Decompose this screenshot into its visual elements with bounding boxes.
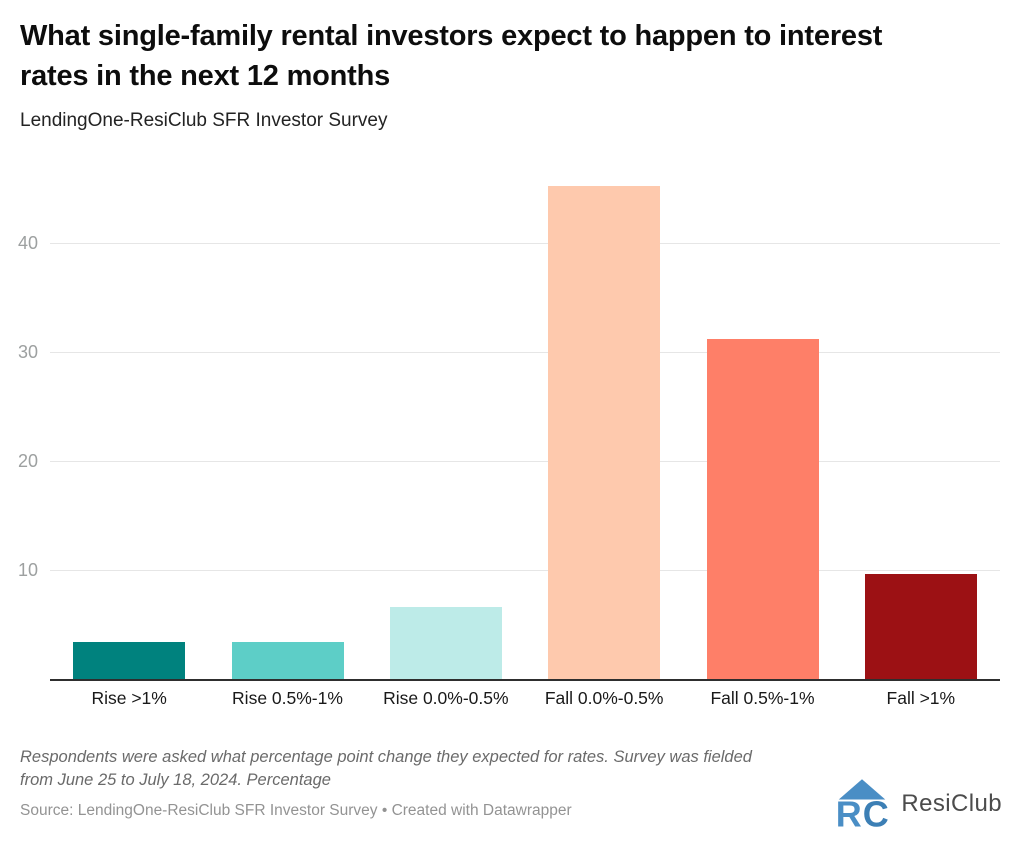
gridline-40	[50, 242, 1000, 244]
bar-chart: 10 20 30 40 Rise >1% Rise 0.5%-1% Rise 0.0%-0…	[18, 164, 1004, 722]
chart-header: What single-family rental investors expe…	[20, 16, 1004, 132]
gridline-30	[50, 351, 1000, 353]
x-axis-label-3: Rise 0.0%-0.5%	[383, 688, 509, 709]
bar-fall-0-5-1-	[706, 338, 819, 681]
gridline-10	[50, 569, 1000, 571]
resiclub-logo: R C ResiClub	[835, 778, 1002, 830]
chart-footer: Respondents were asked what percentage p…	[20, 746, 1004, 820]
svg-text:R: R	[836, 794, 862, 831]
bar-fall-0-0-0-5-	[548, 185, 661, 681]
chart-source: Source: LendingOne-ResiClub SFR Investor…	[20, 801, 572, 819]
y-tick-label-40: 40	[17, 232, 38, 253]
x-axis-label-2: Rise 0.5%-1%	[232, 688, 343, 709]
bar-fall-1-	[864, 574, 977, 681]
chart-note: Respondents were asked what percentage p…	[20, 748, 752, 790]
y-tick-label-20: 20	[17, 450, 38, 471]
page-title: What single-family rental investors expe…	[20, 20, 883, 93]
resiclub-logo-icon: R C	[835, 779, 889, 831]
x-axis-label-5: Fall 0.5%-1%	[710, 688, 815, 709]
bar-rise-0-0-0-5-	[389, 606, 502, 681]
svg-text:C: C	[863, 794, 889, 831]
x-axis-label-4: Fall 0.0%-0.5%	[544, 688, 664, 709]
resiclub-logo-text: ResiClub	[901, 790, 1002, 817]
bar-rise-0-5-1-	[231, 641, 344, 681]
chart-subtitle: LendingOne-ResiClub SFR Investor Survey	[20, 110, 388, 132]
x-axis-line	[50, 679, 1000, 682]
gridline-20	[50, 460, 1000, 462]
plot-area: 10 20 30 40	[18, 164, 1000, 682]
x-axis-label-6: Fall >1%	[886, 688, 956, 709]
y-tick-label-30: 30	[17, 341, 38, 362]
y-tick-label-10: 10	[17, 559, 38, 580]
x-axis-labels: Rise >1% Rise 0.5%-1% Rise 0.0%-0.5% Fall 0…	[20, 680, 1004, 722]
x-axis-label-1: Rise >1%	[91, 688, 167, 709]
bar-rise-1-	[73, 641, 186, 681]
